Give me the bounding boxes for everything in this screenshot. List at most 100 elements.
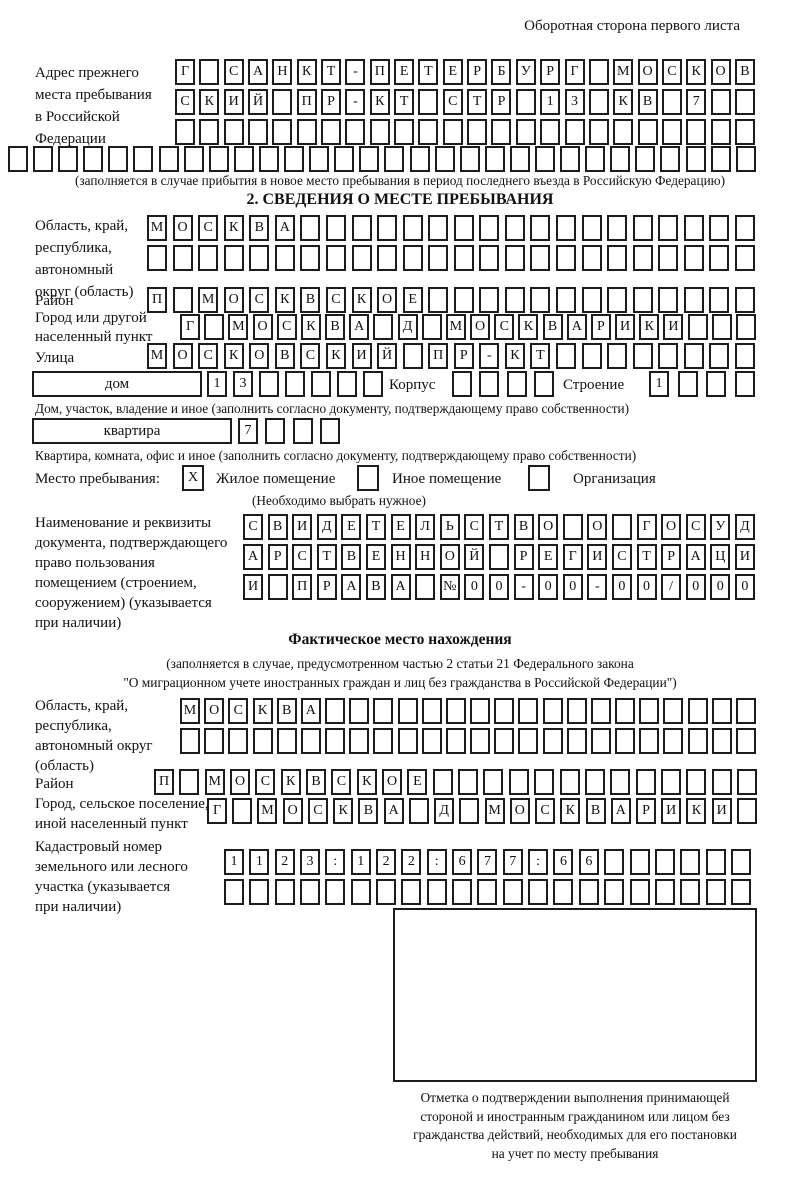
char-cell[interactable]: - bbox=[513, 574, 534, 600]
char-cell[interactable] bbox=[559, 769, 580, 795]
char-cell[interactable]: С bbox=[249, 287, 270, 313]
char-cell[interactable] bbox=[359, 146, 380, 172]
char-cell[interactable] bbox=[296, 119, 317, 145]
char-cell[interactable] bbox=[705, 879, 726, 905]
char-cell[interactable] bbox=[223, 119, 244, 145]
char-cell[interactable] bbox=[528, 879, 549, 905]
char-cell[interactable]: Ь bbox=[439, 514, 460, 540]
char-cell[interactable]: С bbox=[198, 343, 219, 369]
char-cell[interactable]: Т bbox=[321, 59, 342, 85]
char-cell[interactable]: 1 bbox=[207, 371, 227, 397]
char-cell[interactable]: П bbox=[147, 287, 167, 313]
char-cell[interactable]: 1 bbox=[249, 849, 270, 875]
char-cell[interactable]: И bbox=[663, 314, 684, 340]
char-cell[interactable]: С bbox=[243, 514, 263, 540]
char-cell[interactable]: О bbox=[587, 514, 608, 540]
char-cell[interactable]: - bbox=[479, 343, 500, 369]
char-cell[interactable]: О bbox=[439, 544, 460, 570]
char-cell[interactable]: Г bbox=[175, 59, 195, 85]
char-cell[interactable] bbox=[509, 146, 530, 172]
char-cell[interactable]: П bbox=[292, 574, 313, 600]
char-cell[interactable] bbox=[734, 119, 755, 145]
char-cell[interactable] bbox=[284, 146, 305, 172]
char-cell[interactable] bbox=[736, 798, 757, 824]
char-cell[interactable]: К bbox=[280, 769, 301, 795]
char-cell[interactable] bbox=[421, 314, 442, 340]
char-cell[interactable] bbox=[635, 146, 656, 172]
char-cell[interactable]: Д bbox=[434, 798, 455, 824]
char-cell[interactable]: М bbox=[204, 769, 225, 795]
char-cell[interactable]: А bbox=[383, 798, 404, 824]
char-cell[interactable] bbox=[556, 245, 576, 271]
char-cell[interactable]: В bbox=[249, 215, 270, 241]
char-cell[interactable]: Е bbox=[407, 769, 428, 795]
char-cell[interactable] bbox=[223, 245, 244, 271]
char-cell[interactable]: С bbox=[223, 59, 244, 85]
char-cell[interactable]: А bbox=[685, 544, 706, 570]
char-cell[interactable]: О bbox=[230, 769, 251, 795]
char-cell[interactable]: 7 bbox=[238, 418, 258, 444]
char-cell[interactable] bbox=[581, 287, 602, 313]
char-cell[interactable] bbox=[578, 879, 599, 905]
char-cell[interactable]: И bbox=[711, 798, 732, 824]
char-cell[interactable] bbox=[683, 215, 704, 241]
char-cell[interactable] bbox=[680, 849, 701, 875]
char-cell[interactable] bbox=[258, 146, 279, 172]
char-cell[interactable] bbox=[709, 287, 730, 313]
char-cell[interactable] bbox=[588, 59, 609, 85]
char-cell[interactable]: Н bbox=[390, 544, 411, 570]
char-cell[interactable] bbox=[661, 89, 682, 115]
char-cell[interactable]: К bbox=[199, 89, 220, 115]
char-cell[interactable] bbox=[373, 728, 394, 754]
char-cell[interactable] bbox=[409, 146, 430, 172]
char-cell[interactable] bbox=[309, 146, 330, 172]
char-cell[interactable]: В bbox=[513, 514, 534, 540]
char-cell[interactable]: Г bbox=[564, 59, 585, 85]
char-cell[interactable] bbox=[610, 769, 631, 795]
char-cell[interactable] bbox=[566, 728, 587, 754]
char-cell[interactable] bbox=[377, 215, 398, 241]
char-cell[interactable]: О bbox=[710, 59, 731, 85]
char-cell[interactable] bbox=[654, 849, 675, 875]
char-cell[interactable] bbox=[534, 146, 555, 172]
char-cell[interactable] bbox=[300, 879, 321, 905]
char-cell[interactable] bbox=[428, 245, 449, 271]
char-cell[interactable] bbox=[351, 245, 372, 271]
char-cell[interactable]: М bbox=[198, 287, 219, 313]
char-cell[interactable] bbox=[204, 314, 225, 340]
char-cell[interactable] bbox=[249, 879, 270, 905]
char-cell[interactable] bbox=[285, 371, 305, 397]
char-cell[interactable] bbox=[734, 89, 755, 115]
char-cell[interactable] bbox=[533, 371, 554, 397]
char-cell[interactable] bbox=[494, 698, 515, 724]
char-cell[interactable] bbox=[556, 287, 576, 313]
char-cell[interactable] bbox=[705, 849, 726, 875]
char-cell[interactable]: Т bbox=[394, 89, 415, 115]
char-cell[interactable] bbox=[274, 879, 295, 905]
char-cell[interactable] bbox=[735, 146, 756, 172]
char-cell[interactable] bbox=[442, 119, 463, 145]
char-cell[interactable] bbox=[734, 287, 755, 313]
char-cell[interactable] bbox=[604, 849, 625, 875]
char-cell[interactable]: Р bbox=[590, 314, 611, 340]
char-cell[interactable] bbox=[581, 245, 602, 271]
char-cell[interactable]: С bbox=[228, 698, 249, 724]
char-cell[interactable]: С bbox=[292, 544, 313, 570]
char-cell[interactable] bbox=[249, 245, 270, 271]
char-cell[interactable]: В bbox=[325, 314, 346, 340]
char-cell[interactable]: Е bbox=[538, 544, 559, 570]
char-cell[interactable] bbox=[556, 215, 576, 241]
char-cell[interactable]: М bbox=[484, 798, 505, 824]
char-cell[interactable] bbox=[709, 343, 730, 369]
char-cell[interactable]: А bbox=[566, 314, 587, 340]
char-cell[interactable]: 0 bbox=[538, 574, 559, 600]
char-cell[interactable] bbox=[470, 728, 491, 754]
char-cell[interactable]: Р bbox=[635, 798, 656, 824]
char-cell[interactable] bbox=[228, 728, 249, 754]
char-cell[interactable]: Б bbox=[491, 59, 512, 85]
char-cell[interactable]: Р bbox=[453, 343, 474, 369]
char-cell[interactable] bbox=[530, 287, 551, 313]
char-cell[interactable]: А bbox=[300, 698, 321, 724]
char-cell[interactable] bbox=[635, 769, 656, 795]
char-cell[interactable]: С bbox=[442, 89, 463, 115]
